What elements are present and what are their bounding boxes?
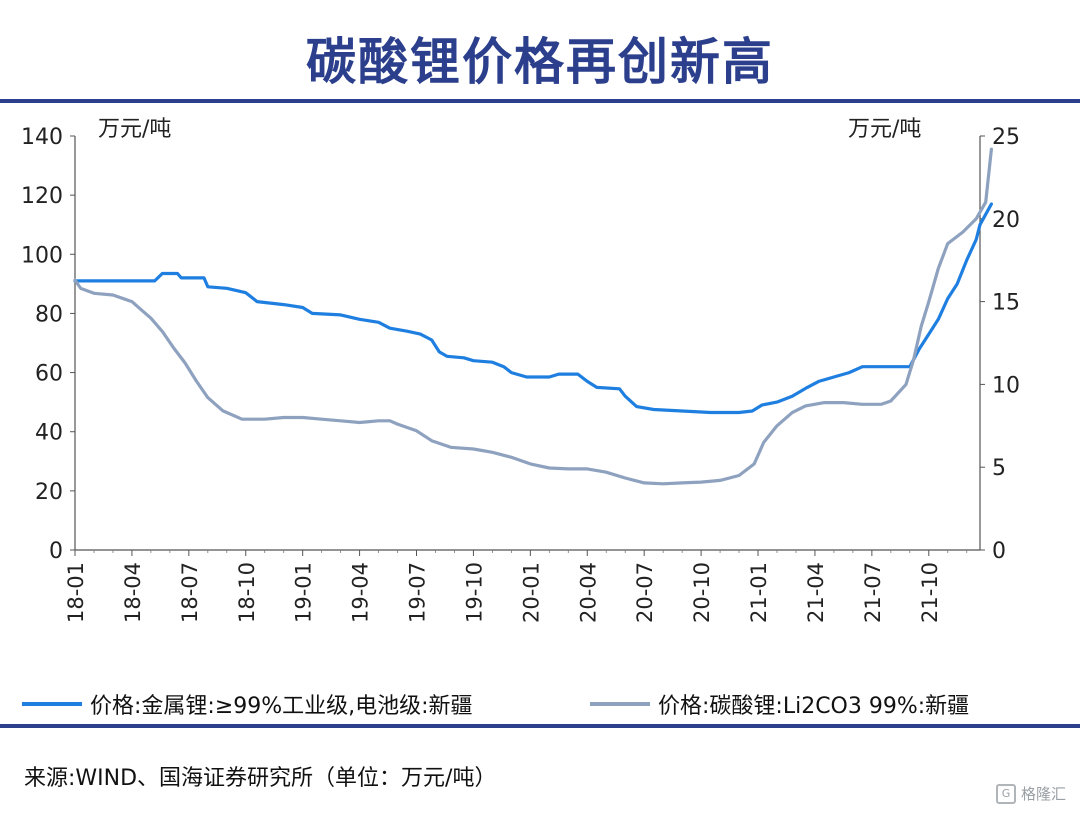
y-left-tick-label: 120 [21, 184, 63, 209]
y-left-tick-label: 80 [35, 302, 63, 327]
line-chart: 0 20 40 60 80 100 120 140 0 5 10 15 20 25 万元/吨 万元/吨 18-0… [21, 117, 1020, 623]
y-left-tick-label: 20 [35, 480, 63, 505]
watermark-text: 格隆汇 [1020, 785, 1066, 803]
y-left-tick-label: 60 [35, 362, 63, 387]
title-underline [0, 99, 1080, 103]
x-tick-label: 18-01 [64, 562, 88, 623]
legend: 价格:金属锂:≥99%工业级,电池级:新疆 价格:碳酸锂:Li2CO3 99%:… [0, 688, 1080, 720]
legend-item-lithium-metal: 价格:金属锂:≥99%工业级,电池级:新疆 [22, 688, 473, 720]
x-tick-label: 19-01 [292, 562, 316, 623]
y-right-tick-label: 20 [992, 208, 1020, 233]
footer-rule [0, 724, 1080, 728]
source-note: 来源:WIND、国海证券研究所（单位：万元/吨） [24, 766, 497, 791]
x-tick-label: 21-04 [804, 562, 828, 623]
series-line-lithium-metal [73, 202, 993, 415]
x-tick-label: 20-01 [519, 562, 543, 623]
y-right-tick-label: 15 [992, 291, 1020, 316]
legend-label: 价格:金属锂:≥99%工业级,电池级:新疆 [90, 694, 473, 719]
x-tick-label: 18-07 [178, 562, 202, 623]
x-tick-label: 21-07 [861, 562, 885, 623]
legend-item-lithium-carbonate: 价格:碳酸锂:Li2CO3 99%:新疆 [590, 688, 969, 720]
x-tick-label: 19-10 [462, 562, 486, 623]
y-right-tick-label: 10 [992, 373, 1020, 398]
y-left-tick-label: 100 [21, 243, 63, 268]
y-right-axis-label: 万元/吨 [848, 117, 921, 142]
x-tick-label: 20-07 [633, 562, 657, 623]
x-tick-label: 19-07 [406, 562, 430, 623]
y-left-tick-label: 140 [21, 125, 63, 150]
watermark: G 格隆汇 [995, 783, 1066, 804]
page-title: 碳酸锂价格再创新高 [306, 33, 774, 91]
x-tick-label: 18-10 [235, 562, 259, 623]
legend-label: 价格:碳酸锂:Li2CO3 99%:新疆 [658, 694, 970, 719]
series-line-lithium-carbonate [73, 147, 993, 486]
x-tick-label: 20-04 [576, 562, 600, 623]
y-right-tick-label: 0 [992, 539, 1006, 564]
y-right-tick-label: 5 [992, 456, 1006, 481]
legend-swatch-blue [22, 702, 82, 706]
x-tick-label: 20-10 [690, 562, 714, 623]
y-left-tick-label: 40 [35, 421, 63, 446]
x-tick-label: 21-10 [918, 562, 942, 623]
y-right-tick-label: 25 [992, 125, 1020, 150]
x-tick-label: 18-04 [121, 562, 145, 623]
legend-swatch-gray [590, 702, 650, 706]
x-tick-label: 19-04 [349, 562, 373, 623]
x-tick-label: 21-01 [747, 562, 771, 623]
y-left-tick-label: 0 [49, 539, 63, 564]
y-left-axis-label: 万元/吨 [98, 117, 171, 142]
watermark-logo-icon: G [995, 783, 1016, 804]
